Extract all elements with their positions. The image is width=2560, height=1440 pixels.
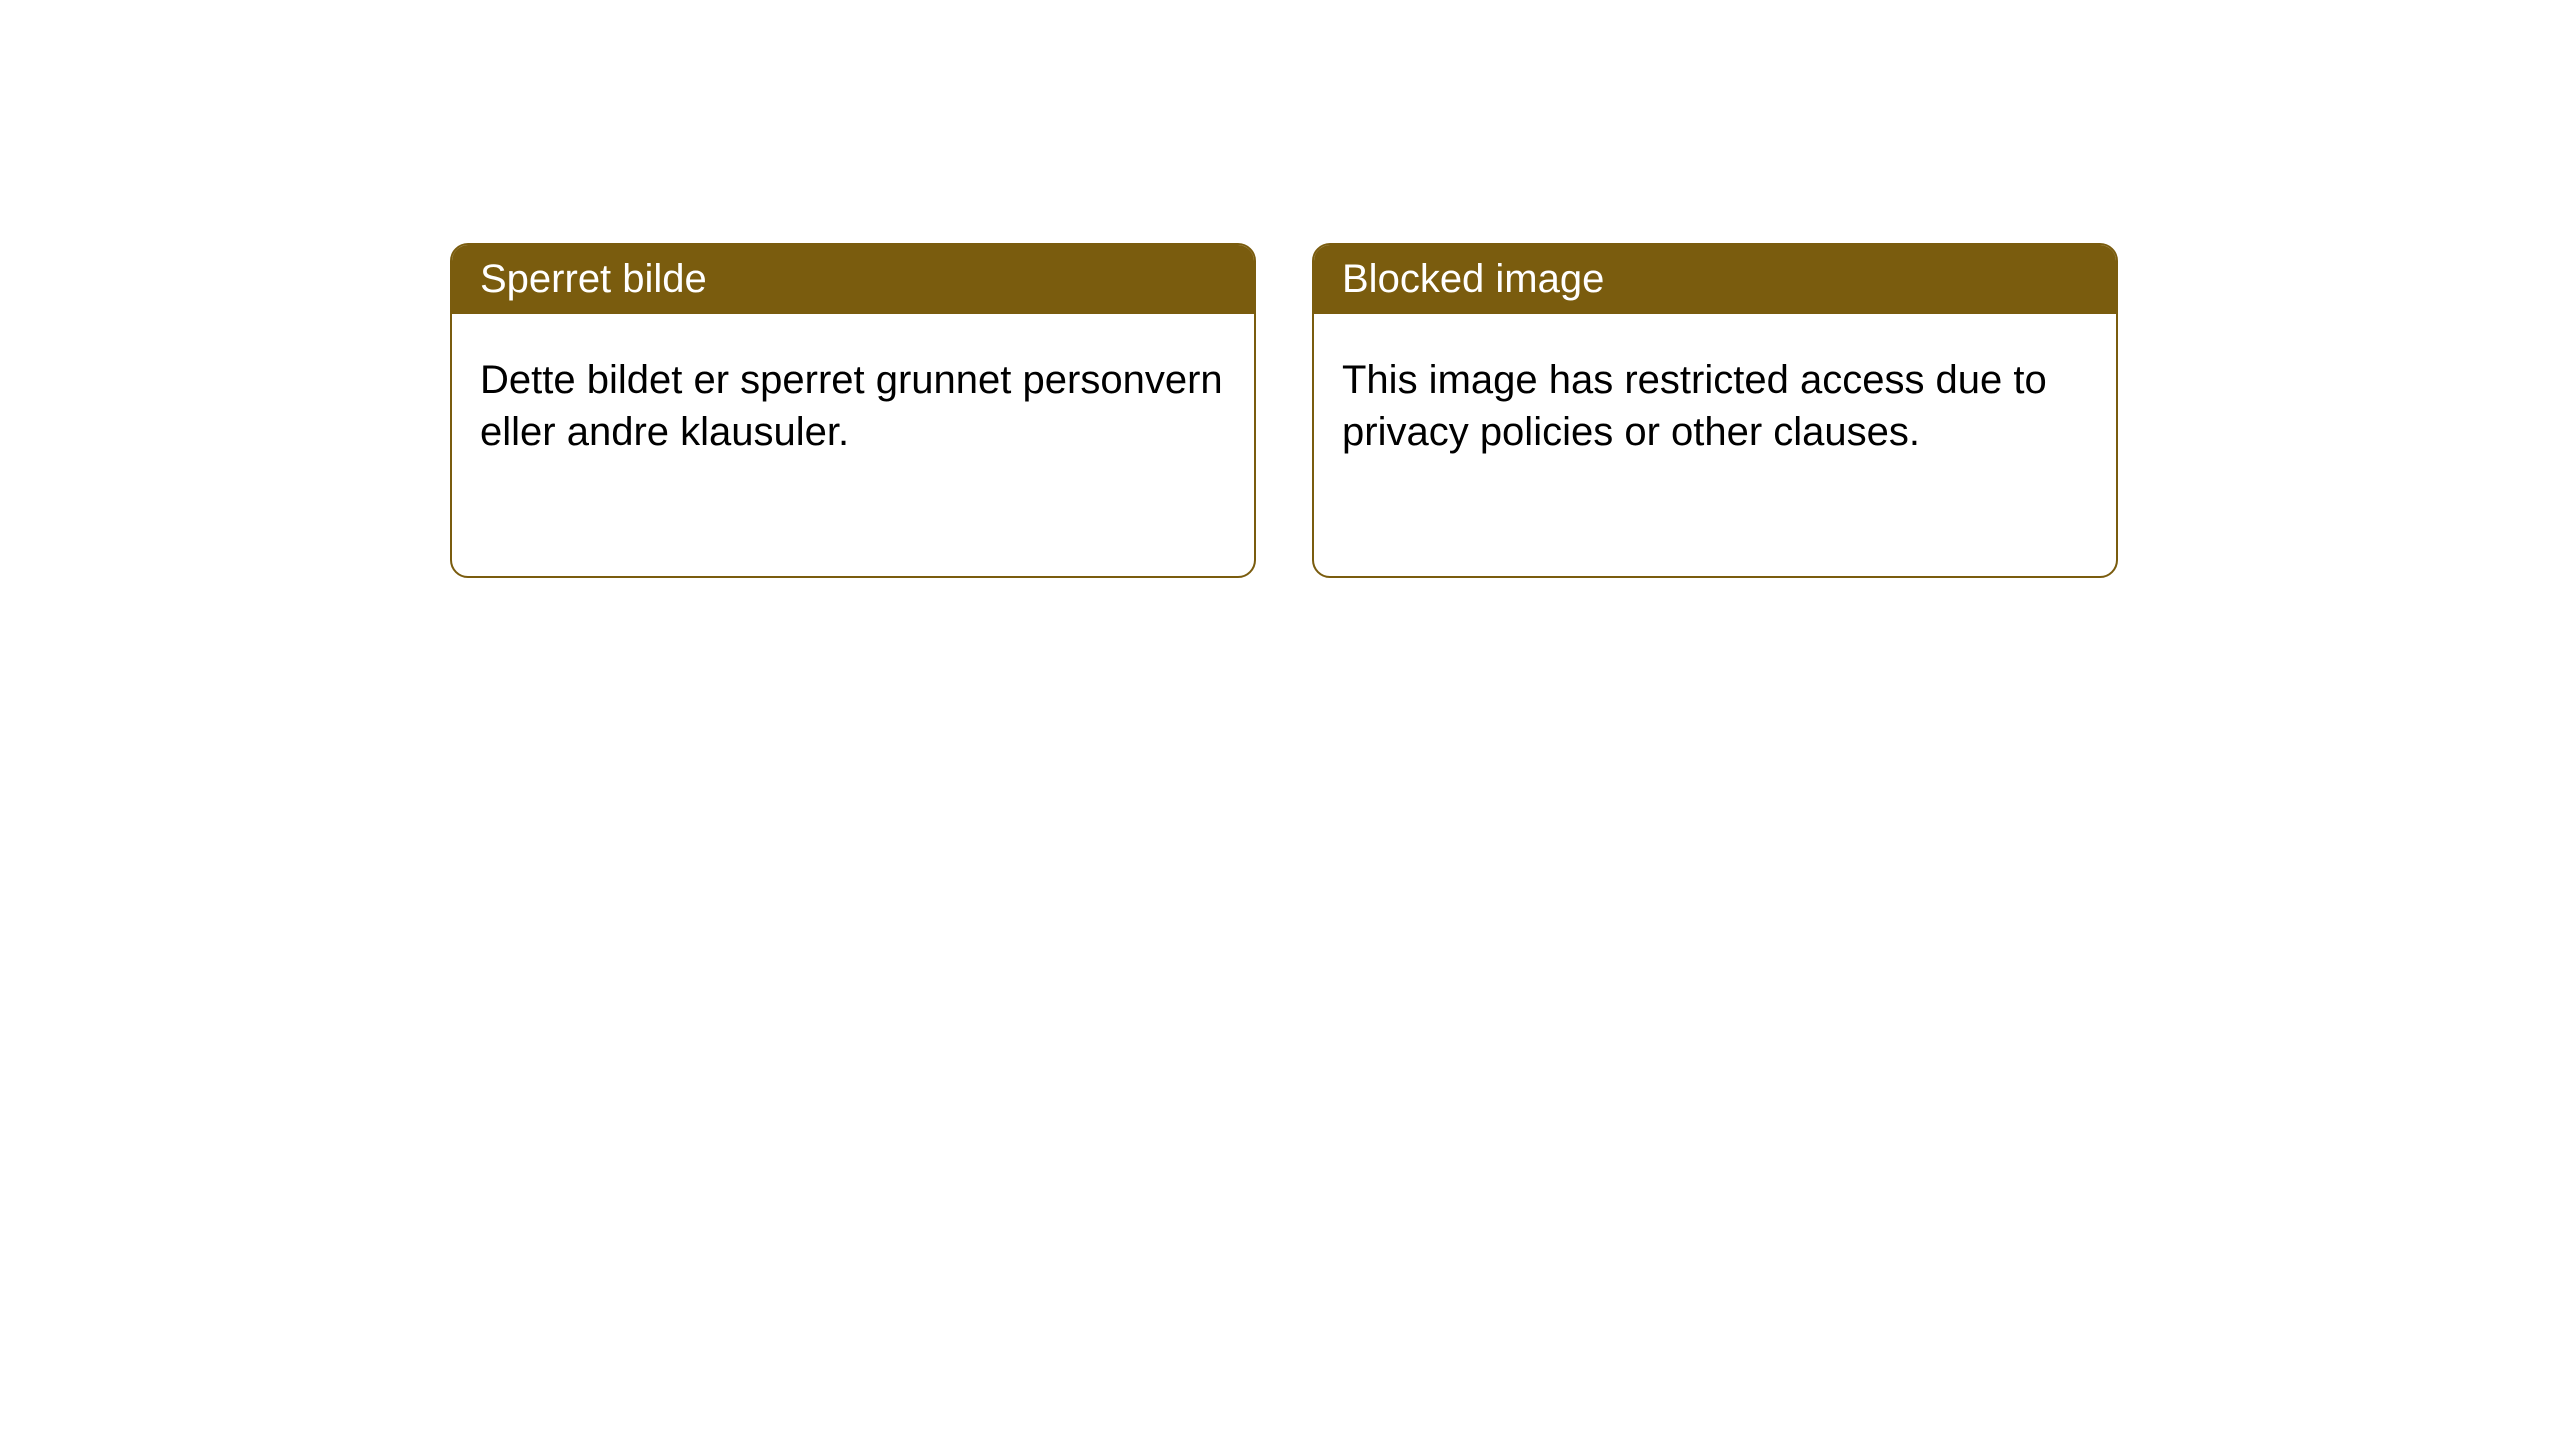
notice-text: This image has restricted access due to …	[1342, 358, 2047, 454]
notice-card-english: Blocked image This image has restricted …	[1312, 243, 2118, 578]
notice-header: Blocked image	[1314, 245, 2116, 314]
notice-card-norwegian: Sperret bilde Dette bildet er sperret gr…	[450, 243, 1256, 578]
notice-header: Sperret bilde	[452, 245, 1254, 314]
notice-text: Dette bildet er sperret grunnet personve…	[480, 358, 1223, 454]
notice-body: Dette bildet er sperret grunnet personve…	[452, 314, 1254, 498]
notice-title: Sperret bilde	[480, 257, 707, 301]
notice-body: This image has restricted access due to …	[1314, 314, 2116, 498]
notice-container: Sperret bilde Dette bildet er sperret gr…	[450, 243, 2118, 578]
notice-title: Blocked image	[1342, 257, 1604, 301]
